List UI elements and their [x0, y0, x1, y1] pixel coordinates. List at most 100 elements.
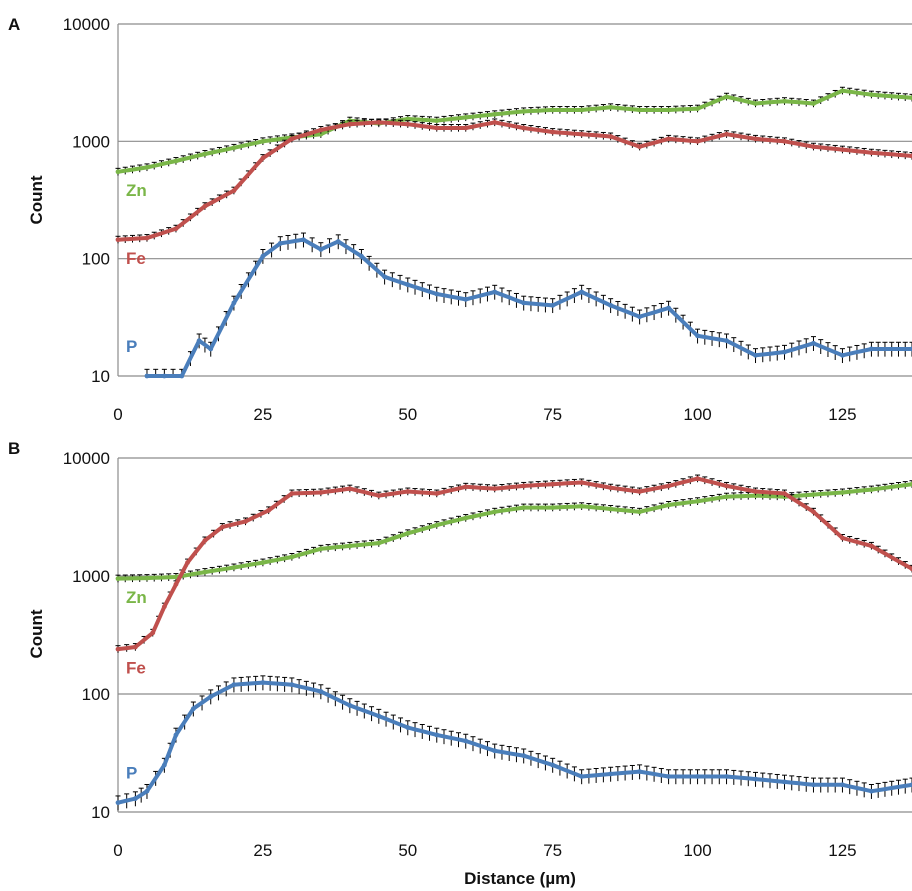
data-point [724, 338, 729, 344]
y-tick-label: 100 [82, 685, 110, 704]
data-point [173, 158, 179, 164]
data-point [463, 515, 469, 521]
data-point [318, 490, 324, 495]
data-point [637, 314, 643, 320]
data-point [202, 569, 208, 575]
data-point [666, 107, 671, 113]
data-point [173, 581, 179, 587]
data-point [260, 155, 266, 161]
data-point [376, 119, 382, 125]
data-point [115, 800, 121, 806]
data-point [869, 92, 874, 98]
series-label-p: P [126, 764, 137, 783]
data-point [277, 240, 283, 246]
data-point [550, 762, 556, 768]
data-point [115, 237, 121, 243]
data-point [550, 481, 556, 487]
data-point [266, 507, 272, 513]
data-point [260, 138, 266, 144]
data-point [724, 131, 729, 137]
data-point [608, 134, 614, 139]
data-point [811, 492, 816, 497]
data-point [840, 535, 845, 541]
data-point [196, 338, 202, 344]
x-tick-label: 100 [683, 405, 711, 424]
data-point [382, 274, 387, 280]
panel-b-label: B [8, 439, 20, 458]
data-point [753, 136, 758, 142]
data-point [347, 121, 353, 127]
y-tick-label: 10 [91, 367, 110, 386]
data-point [579, 503, 585, 509]
data-point [231, 188, 237, 194]
data-point [231, 145, 237, 151]
data-point [243, 519, 248, 524]
data-point [909, 481, 912, 487]
data-point [753, 776, 758, 782]
data-point [608, 104, 614, 110]
data-point [289, 554, 295, 560]
series-p: P [126, 232, 912, 379]
data-point [909, 566, 912, 572]
data-point [753, 489, 758, 494]
series-label-zn: Zn [126, 588, 147, 607]
data-point [550, 505, 556, 510]
data-point [492, 486, 498, 492]
data-point [840, 782, 845, 788]
y-tick-label: 1000 [72, 567, 110, 586]
data-point [840, 147, 845, 153]
data-point [608, 771, 614, 777]
data-point [132, 796, 138, 801]
y-tick-label: 1000 [72, 132, 110, 151]
data-point [115, 646, 121, 652]
data-point [144, 788, 150, 794]
x-tick-label: 125 [828, 841, 856, 860]
data-point [434, 732, 440, 738]
data-point [666, 502, 671, 508]
data-point [132, 644, 138, 650]
data-point [521, 483, 527, 489]
series-label-zn: Zn [126, 181, 147, 200]
x-axis-title: Distance (µm) [464, 869, 576, 888]
data-point [115, 576, 121, 582]
data-point [190, 706, 196, 712]
series-p: P [115, 675, 912, 811]
data-point [909, 153, 912, 159]
data-point [359, 253, 364, 259]
data-point [782, 349, 787, 355]
data-point [289, 136, 295, 142]
data-point [521, 753, 527, 759]
data-point [161, 762, 167, 768]
data-point [492, 111, 498, 117]
data-point [318, 546, 324, 552]
x-tick-label: 50 [398, 841, 417, 860]
data-point [811, 782, 816, 788]
data-point [150, 630, 156, 636]
series-line-fe [116, 120, 912, 242]
data-point [463, 484, 469, 490]
data-point [579, 774, 585, 779]
error-bars-fe [115, 118, 912, 244]
data-point [405, 489, 411, 494]
data-point [318, 246, 324, 252]
data-point [579, 107, 585, 113]
data-point [115, 169, 121, 175]
data-point [492, 509, 498, 515]
series-label-fe: Fe [126, 659, 146, 678]
data-point [231, 682, 237, 688]
panel-a-y-axis-title: Count [27, 175, 46, 224]
data-point [231, 300, 237, 306]
data-point [405, 121, 411, 127]
y-tick-label: 10000 [63, 15, 110, 34]
data-point [492, 119, 498, 125]
data-point [521, 505, 527, 510]
data-point [144, 373, 150, 379]
data-point [811, 340, 816, 346]
x-tick-label: 25 [253, 841, 272, 860]
data-point [179, 373, 185, 379]
y-tick-label: 100 [82, 250, 110, 269]
data-point [173, 226, 179, 232]
x-tick-label: 50 [398, 405, 417, 424]
data-point [463, 738, 469, 744]
data-point [521, 300, 527, 306]
